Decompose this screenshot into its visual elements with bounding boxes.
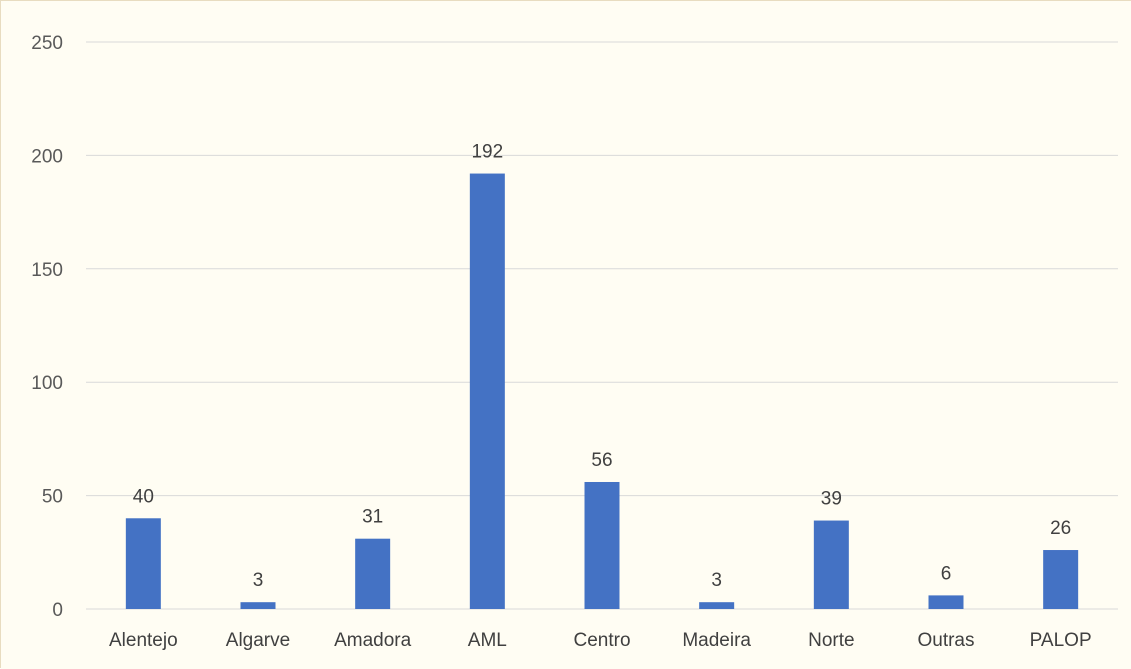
bar-aml bbox=[469, 173, 505, 609]
category-label: Amadora bbox=[334, 630, 412, 651]
y-tick-label: 250 bbox=[31, 33, 63, 54]
data-label: 3 bbox=[253, 570, 264, 591]
bar-amadora bbox=[355, 538, 391, 609]
data-label: 26 bbox=[1050, 518, 1071, 539]
bar-algarve bbox=[240, 602, 276, 609]
y-tick-label: 150 bbox=[31, 260, 63, 281]
category-label: AML bbox=[468, 630, 507, 651]
category-label: Norte bbox=[808, 630, 854, 651]
data-label: 56 bbox=[591, 450, 612, 471]
data-label: 6 bbox=[941, 563, 952, 584]
y-tick-label: 100 bbox=[31, 373, 63, 394]
bar-alentejo bbox=[125, 518, 161, 609]
bar-centro bbox=[584, 481, 620, 609]
data-label: 39 bbox=[821, 489, 842, 510]
bar-madeira bbox=[699, 602, 735, 609]
y-axis-tick-labels: 0 50 100 150 200 250 bbox=[31, 33, 63, 621]
category-label: PALOP bbox=[1030, 630, 1092, 651]
category-label: Outras bbox=[917, 630, 974, 651]
bar-norte bbox=[813, 520, 849, 609]
y-tick-label: 50 bbox=[42, 487, 63, 508]
data-label: 3 bbox=[711, 570, 722, 591]
category-label: Centro bbox=[573, 630, 630, 651]
y-tick-label: 0 bbox=[52, 600, 63, 621]
category-label: Madeira bbox=[682, 630, 751, 651]
data-labels: 40 3 31 192 56 3 39 6 26 bbox=[133, 142, 1071, 592]
data-label: 40 bbox=[133, 486, 154, 507]
bars bbox=[125, 173, 1079, 609]
bar-outras bbox=[928, 595, 964, 609]
x-axis-category-labels: Alentejo Algarve Amadora AML Centro Madeira No… bbox=[109, 630, 1092, 651]
category-label: Alentejo bbox=[109, 630, 178, 651]
category-label: Algarve bbox=[226, 630, 290, 651]
data-label: 31 bbox=[362, 507, 383, 528]
data-label: 192 bbox=[471, 142, 503, 163]
y-tick-label: 200 bbox=[31, 146, 63, 167]
bar-palop bbox=[1043, 550, 1079, 609]
